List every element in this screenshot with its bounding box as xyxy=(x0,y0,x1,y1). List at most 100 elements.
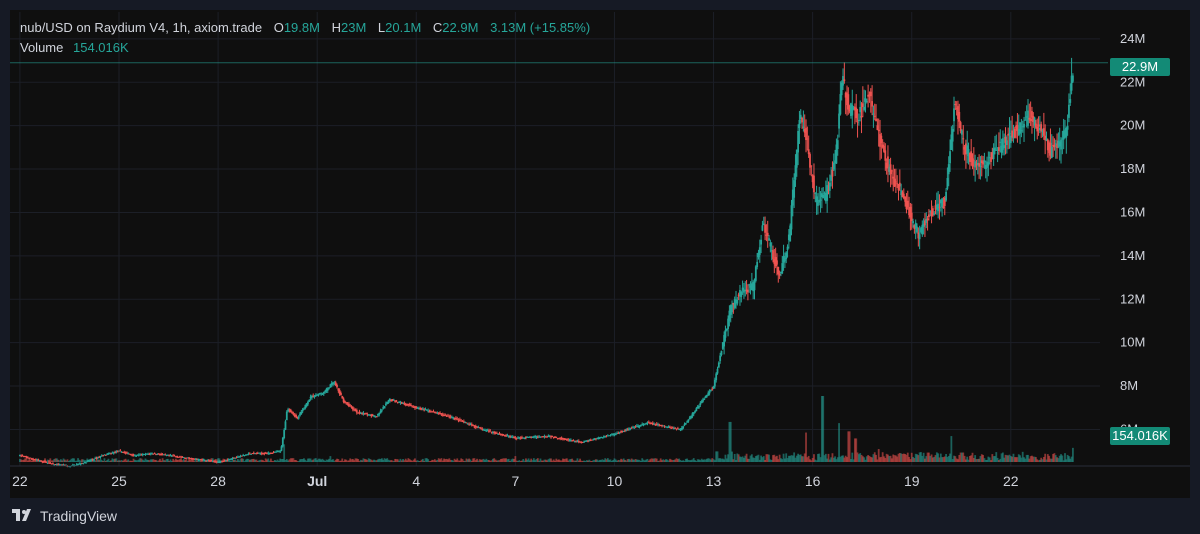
volume-bar xyxy=(398,460,400,462)
volume-bar xyxy=(355,458,358,462)
candle-body xyxy=(57,464,60,466)
volume-bar xyxy=(477,460,480,462)
candle-body xyxy=(124,452,127,454)
volume-bar xyxy=(963,455,966,462)
volume-bar xyxy=(1056,457,1058,462)
candle-body xyxy=(951,128,954,142)
candle-body xyxy=(455,417,457,420)
volume-bar xyxy=(777,459,780,462)
volume-bar xyxy=(255,459,258,462)
candle-body xyxy=(215,461,218,463)
volume-bar xyxy=(667,460,670,462)
candle-body xyxy=(953,108,955,122)
candle-body xyxy=(159,454,161,456)
candle-body xyxy=(19,454,21,457)
volume-bar xyxy=(492,458,494,462)
volume-bar xyxy=(165,459,168,462)
candle-body xyxy=(654,424,657,426)
volume-bar xyxy=(490,460,493,462)
volume-bar xyxy=(766,454,769,462)
chart-panel[interactable] xyxy=(10,10,1190,498)
volume-bar xyxy=(160,460,163,462)
candle-body xyxy=(288,409,291,411)
volume-bar xyxy=(104,461,107,462)
volume-bar xyxy=(218,458,221,462)
candle-body xyxy=(54,464,57,466)
candle-body xyxy=(750,283,753,291)
candle-body xyxy=(497,433,500,435)
candle-body xyxy=(226,459,229,461)
candle-body xyxy=(986,161,988,168)
volume-bar xyxy=(916,454,918,462)
candle-body xyxy=(526,436,529,438)
candle-body xyxy=(998,147,1000,152)
volume-bar xyxy=(370,459,373,462)
volume-bar xyxy=(354,458,357,462)
tradingview-brand[interactable]: TradingView xyxy=(12,507,117,525)
volume-bar xyxy=(990,460,992,462)
candle-body xyxy=(525,436,527,438)
volume-bar xyxy=(830,457,833,462)
candle-body xyxy=(390,400,393,402)
candle-body xyxy=(978,163,981,167)
candle-body xyxy=(834,160,836,164)
candle-body xyxy=(498,433,501,435)
candle-body xyxy=(126,452,128,454)
candle-body xyxy=(642,423,645,425)
volume-bar xyxy=(307,458,309,462)
volume-bar xyxy=(783,458,786,462)
candle-body xyxy=(336,384,338,388)
time-tick-label: 16 xyxy=(805,473,821,489)
candle-body xyxy=(155,454,157,456)
time-axis[interactable]: 22 25 28 Jul 4 7 10 13 16 19 22 xyxy=(12,473,1019,489)
volume-bar xyxy=(551,460,554,462)
candle-body xyxy=(447,415,449,417)
volume-bar xyxy=(865,456,868,462)
volume-bar xyxy=(1057,458,1060,462)
volume-bar xyxy=(536,458,539,462)
volume-bar xyxy=(820,396,823,462)
candle-body xyxy=(480,428,482,430)
candle-body xyxy=(717,362,720,368)
candle-body xyxy=(439,412,441,415)
volume-bar xyxy=(198,459,201,462)
candle-body xyxy=(912,221,914,224)
volume-bar xyxy=(565,458,568,462)
candle-body xyxy=(384,403,387,406)
volume-bar xyxy=(433,459,436,462)
candle-body xyxy=(218,461,221,463)
volume-bar xyxy=(30,460,33,462)
candle-body xyxy=(353,409,356,411)
candle-body xyxy=(641,424,644,426)
volume-bar xyxy=(85,460,87,462)
volume-bar xyxy=(341,458,344,462)
volume-bar xyxy=(610,460,613,462)
candle-body xyxy=(169,455,172,457)
candle-body xyxy=(383,406,386,409)
candle-body xyxy=(433,411,436,413)
legend-volume-value: 154.016K xyxy=(73,40,129,55)
volume-bar xyxy=(362,458,365,462)
candle-body xyxy=(196,459,198,461)
candle-body xyxy=(231,457,234,460)
volume-bar xyxy=(233,459,235,462)
candle-body xyxy=(320,393,323,395)
volume-bar xyxy=(287,460,290,462)
candle-body xyxy=(248,453,251,455)
volume-bar xyxy=(547,459,550,462)
candle-body xyxy=(277,451,280,453)
volume-bar xyxy=(843,457,846,462)
candle-body xyxy=(540,436,543,438)
candle-body xyxy=(980,160,983,164)
candle-body xyxy=(1005,140,1008,146)
candle-body xyxy=(954,104,957,106)
volume-bar xyxy=(235,460,238,462)
volume-bar xyxy=(366,459,369,462)
candle-body xyxy=(737,294,740,297)
candle-body xyxy=(690,415,692,419)
volume-bar xyxy=(576,458,579,462)
candle-body xyxy=(900,190,903,196)
price-axis[interactable]: 24M22M20M18M16M14M12M10M8M6M xyxy=(1120,31,1145,437)
candle-body xyxy=(1019,122,1021,134)
